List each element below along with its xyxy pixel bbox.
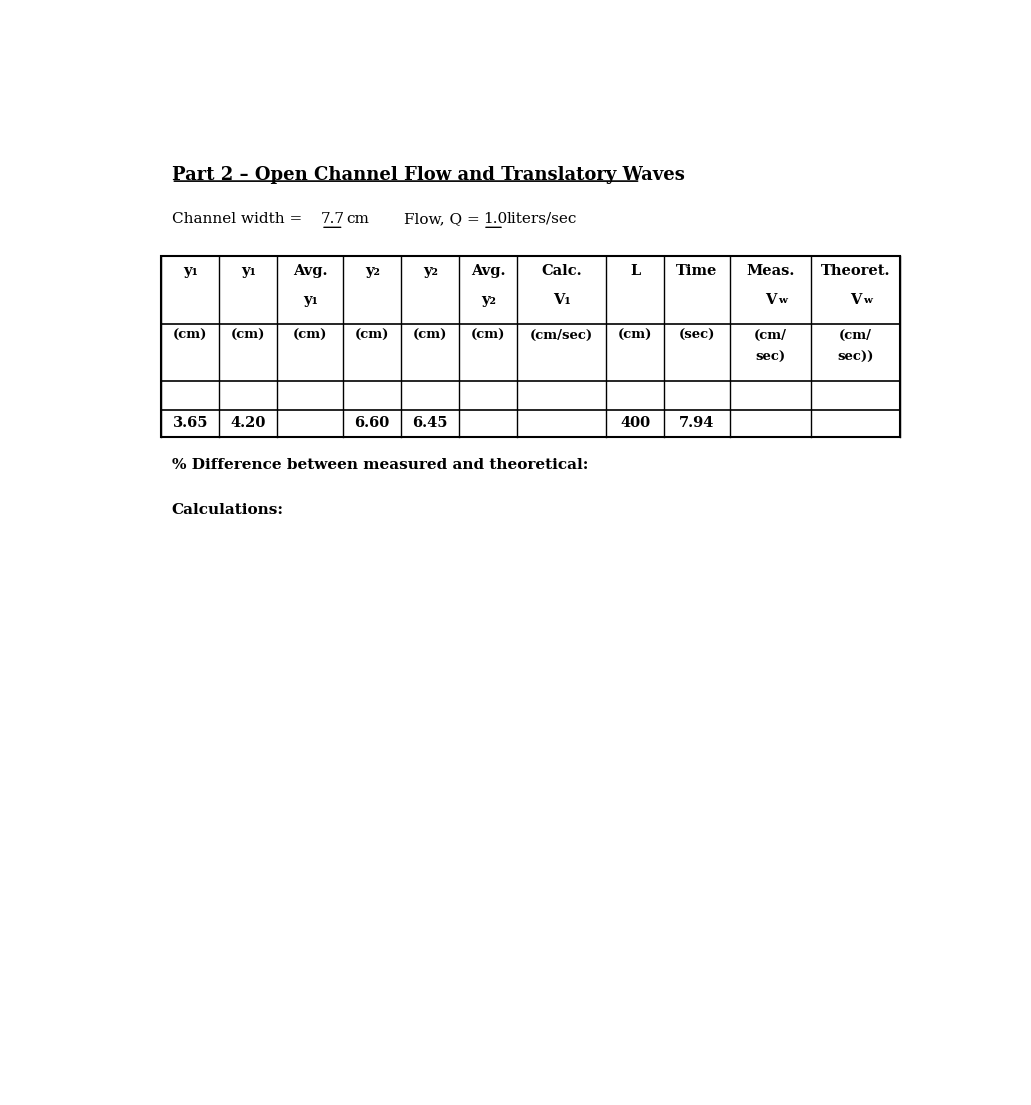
Text: y₁: y₁ bbox=[182, 263, 198, 277]
Text: liters/sec: liters/sec bbox=[506, 212, 576, 225]
Text: (cm/sec): (cm/sec) bbox=[530, 329, 593, 341]
Text: (cm): (cm) bbox=[471, 329, 505, 341]
Text: y₂: y₂ bbox=[365, 263, 379, 277]
Text: Theoret.: Theoret. bbox=[821, 263, 891, 277]
Text: Flow, Q =: Flow, Q = bbox=[404, 212, 479, 225]
Text: 7.94: 7.94 bbox=[679, 417, 714, 430]
Text: 7.7: 7.7 bbox=[321, 212, 345, 225]
Text: (cm/: (cm/ bbox=[839, 329, 872, 341]
Text: 400: 400 bbox=[620, 417, 651, 430]
Text: L: L bbox=[630, 263, 640, 277]
Text: Avg.: Avg. bbox=[293, 263, 328, 277]
Bar bbox=[162, 255, 900, 436]
Text: 1.0: 1.0 bbox=[484, 212, 507, 225]
Text: 6.45: 6.45 bbox=[412, 417, 447, 430]
Text: % Difference between measured and theoretical:: % Difference between measured and theore… bbox=[171, 459, 588, 472]
Text: 3.65: 3.65 bbox=[172, 417, 208, 430]
Text: sec)): sec)) bbox=[837, 350, 873, 364]
Text: (cm): (cm) bbox=[231, 329, 266, 341]
Text: cm: cm bbox=[345, 212, 369, 225]
Text: Avg.: Avg. bbox=[471, 263, 505, 277]
Text: sec): sec) bbox=[756, 350, 786, 364]
Text: Meas.: Meas. bbox=[746, 263, 795, 277]
Text: 4.20: 4.20 bbox=[231, 417, 266, 430]
Text: (cm/: (cm/ bbox=[754, 329, 787, 341]
Text: 6.60: 6.60 bbox=[355, 417, 390, 430]
Text: y₁: y₁ bbox=[241, 263, 256, 277]
Text: (cm): (cm) bbox=[618, 329, 653, 341]
Text: Calc.: Calc. bbox=[541, 263, 581, 277]
Text: (cm): (cm) bbox=[413, 329, 447, 341]
Text: V₁: V₁ bbox=[553, 293, 570, 307]
Text: Part 2 – Open Channel Flow and Translatory Waves: Part 2 – Open Channel Flow and Translato… bbox=[171, 166, 685, 183]
Text: (cm): (cm) bbox=[293, 329, 328, 341]
Text: w: w bbox=[778, 296, 787, 305]
Text: V: V bbox=[765, 293, 776, 307]
Text: y₂: y₂ bbox=[480, 293, 496, 307]
Text: y₁: y₁ bbox=[303, 293, 318, 307]
Text: w: w bbox=[863, 296, 872, 305]
Text: Channel width =: Channel width = bbox=[171, 212, 302, 225]
Text: V: V bbox=[850, 293, 861, 307]
Text: (cm): (cm) bbox=[173, 329, 207, 341]
Text: (cm): (cm) bbox=[355, 329, 390, 341]
Text: Calculations:: Calculations: bbox=[171, 503, 284, 517]
Text: (sec): (sec) bbox=[678, 329, 716, 341]
Text: Time: Time bbox=[676, 263, 718, 277]
Text: y₂: y₂ bbox=[423, 263, 438, 277]
